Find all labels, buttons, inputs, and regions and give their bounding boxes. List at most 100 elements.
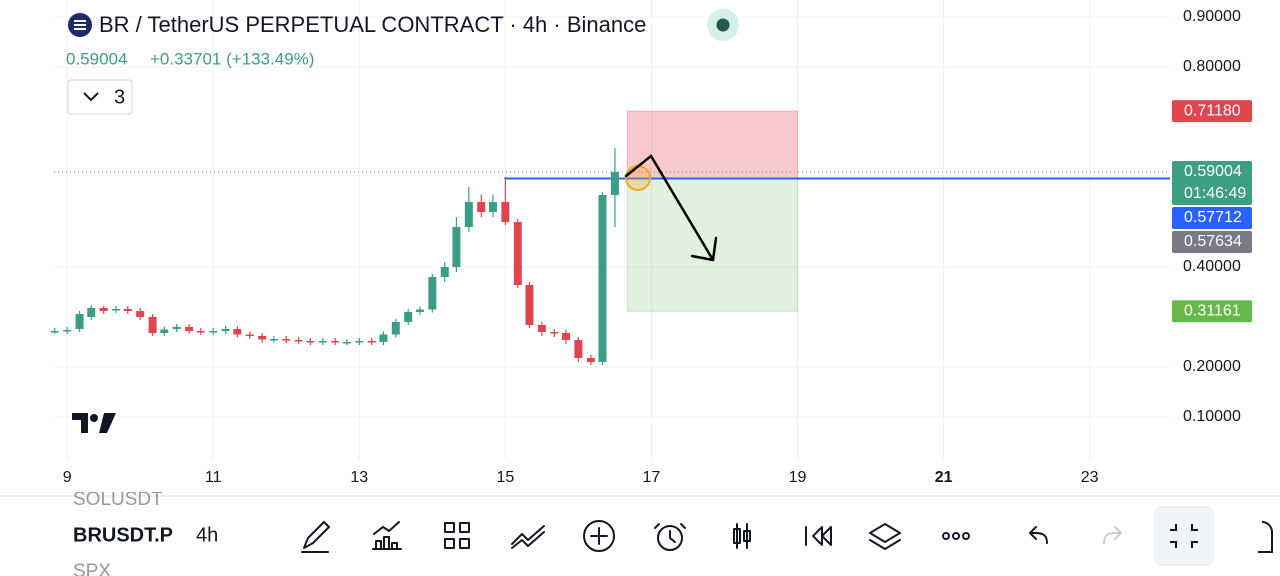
last-price: 0.59004 (66, 49, 127, 68)
candle-body (258, 336, 267, 340)
ideas-tool[interactable] (1258, 521, 1273, 553)
tradingview-logo (72, 413, 116, 433)
candle-body (488, 202, 497, 212)
candle-body (525, 285, 534, 325)
candle-body (367, 341, 376, 343)
x-tick-label: 11 (205, 469, 222, 486)
y-tick-label: 0.20000 (1183, 358, 1241, 375)
candle-body (306, 341, 315, 343)
symbol-current[interactable]: BRUSDT.P (73, 524, 173, 546)
interval[interactable]: 4h (196, 524, 218, 546)
candle-body (282, 339, 291, 341)
candle-body (136, 311, 145, 317)
candle-body (428, 277, 437, 310)
candle-body (233, 329, 242, 335)
alert-tool[interactable] (654, 523, 686, 543)
x-tick-label: 13 (350, 469, 368, 486)
entry-marker (625, 165, 651, 191)
price-countdown: 01:46:49 (1184, 185, 1246, 202)
y-tick-label: 0.40000 (1183, 258, 1241, 275)
market-status-dot (716, 18, 730, 32)
candle-body (172, 327, 181, 329)
candle-body (464, 202, 473, 227)
candle-body (123, 309, 132, 311)
arrow-annotation (624, 154, 718, 262)
candle-body (513, 222, 522, 285)
price-label-bg (1172, 230, 1252, 253)
symbol-next[interactable]: SPX (73, 561, 111, 576)
candle-body (209, 331, 218, 333)
indicator-count: 3 (114, 86, 125, 108)
candle-body (99, 308, 108, 311)
stop-zone (626, 110, 799, 179)
undo[interactable] (1029, 526, 1048, 544)
candle-body (160, 329, 169, 333)
candle-body (75, 314, 84, 329)
chart-type-tool[interactable] (733, 523, 751, 549)
x-tick-label: 19 (789, 469, 807, 486)
candle-body (87, 308, 96, 317)
x-tick-label: 17 (643, 469, 661, 486)
candle-body (318, 341, 327, 343)
candle-body (50, 331, 59, 333)
price-label: 0.31161 (1184, 302, 1241, 319)
candle-body (63, 330, 72, 332)
symbol-switcher[interactable]: SOLUSDT BRUSDT.P SPX (73, 489, 173, 576)
symbol-prev[interactable]: SOLUSDT (73, 489, 163, 510)
y-tick-label: 0.80000 (1183, 58, 1241, 75)
candle-body (269, 339, 278, 341)
fullscreen-bg[interactable] (1154, 506, 1214, 566)
x-tick-label: 9 (63, 469, 72, 486)
candle-body (598, 195, 607, 362)
x-tick-label: 15 (496, 469, 514, 486)
target-zone (626, 177, 799, 312)
candle-body (537, 325, 546, 332)
candle-body (196, 331, 205, 333)
candle-body (342, 342, 351, 344)
candle-body (477, 202, 486, 212)
price-label-bg (1172, 300, 1252, 323)
y-tick-label: 0.10000 (1183, 408, 1241, 425)
compare-tool[interactable] (511, 525, 545, 549)
price-label-bg (1172, 160, 1252, 205)
price-label: 0.59004 (1184, 163, 1242, 180)
candle-body (294, 340, 303, 342)
price-label-bg (1172, 100, 1252, 123)
candle-body (561, 333, 570, 340)
candle-body (331, 341, 340, 343)
candle-body (112, 309, 121, 311)
candle-body (185, 327, 194, 331)
candle-body (610, 171, 619, 195)
redo[interactable] (1103, 526, 1122, 544)
draw-tool[interactable] (301, 521, 330, 553)
price-label: 0.57634 (1184, 233, 1242, 250)
replay-tool[interactable] (805, 526, 832, 546)
candle-body (245, 334, 254, 336)
plot (50, 0, 1170, 460)
candle-body (221, 329, 230, 331)
candle-body (355, 341, 364, 343)
layout-tool[interactable] (444, 522, 470, 549)
candle-body (391, 322, 400, 335)
indicators-toggle[interactable] (67, 79, 133, 115)
price-label: 0.57712 (1184, 209, 1242, 226)
fullscreen-exit[interactable] (1170, 524, 1198, 548)
candle-body (501, 202, 510, 222)
chevron (83, 92, 99, 102)
candle-body (574, 340, 583, 358)
x-tick-label: 23 (1081, 469, 1099, 486)
add-tool[interactable] (590, 527, 608, 545)
layers-tool[interactable] (869, 523, 901, 550)
symbol-logo-mark (74, 20, 86, 30)
y-tick-label: 0.90000 (1183, 8, 1241, 25)
price-label-bg (1172, 206, 1252, 229)
candle-body (379, 334, 388, 342)
indicators-tool[interactable] (372, 521, 402, 550)
candle-body (586, 358, 595, 362)
price-label: 0.71180 (1184, 102, 1241, 119)
candle-body (404, 312, 413, 322)
candle-body (148, 317, 157, 333)
chart-title: BR / TetherUS PERPETUAL CONTRACT · 4h · … (99, 12, 646, 37)
